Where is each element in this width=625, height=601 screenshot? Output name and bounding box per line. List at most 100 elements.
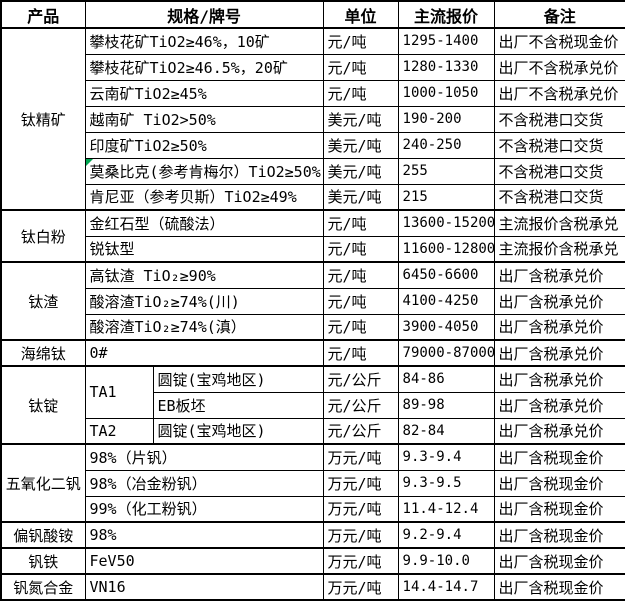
price-cell: 3900-4050 (397, 313, 495, 341)
table-row: 锐钛型 元/吨 11600-12800 主流报价含税承兑 (1, 235, 625, 263)
unit-cell: 美元/吨 (322, 131, 399, 159)
spec-cell: 莫桑比克(参考肯梅尔）TiO2≥50% (84, 157, 324, 185)
note-cell: 出厂含税现金价 (493, 469, 625, 497)
table-row: 莫桑比克(参考肯梅尔）TiO2≥50% 美元/吨 255 不含税港口交货 (1, 157, 625, 185)
product-cell: 钛渣 (0, 261, 86, 341)
note-cell: 不含税港口交货 (493, 131, 625, 159)
price-cell: 79000-87000 (397, 339, 495, 367)
spec-cell: 0# (84, 339, 324, 367)
unit-cell: 元/吨 (322, 209, 399, 237)
spec-cell: 高钛渣 TiO₂≥90% (84, 261, 324, 289)
price-cell: 6450-6600 (397, 261, 495, 289)
price-cell: 11600-12800 (397, 235, 495, 263)
spec-cell: 攀枝花矿TiO2≥46%，10矿 (84, 27, 324, 55)
table-row: 酸溶渣TiO₂≥74%(川) 元/吨 4100-4250 出厂含税承兑价 (1, 287, 625, 315)
note-cell: 主流报价含税承兑 (493, 209, 625, 237)
table-row: 越南矿 TiO2>50% 美元/吨 190-200 不含税港口交货 (1, 105, 625, 133)
product-cell: 钒氮合金 (0, 573, 86, 601)
unit-cell: 元/吨 (322, 235, 399, 263)
spec-cell: 98%（冶金粉钒） (84, 469, 324, 497)
note-cell: 不含税港口交货 (493, 183, 625, 211)
spec-cell: 攀枝花矿TiO2≥46.5%，20矿 (84, 53, 324, 81)
table-row: 肯尼亚（参考贝斯）TiO2≥49% 美元/吨 215 不含税港口交货 (1, 183, 625, 211)
spec-cell: 云南矿TiO2≥45% (84, 79, 324, 107)
table-row: 海绵钛 0# 元/吨 79000-87000 出厂含税承兑价 (0, 339, 625, 367)
note-cell: 出厂含税现金价 (493, 521, 625, 549)
unit-cell: 元/吨 (322, 27, 399, 55)
table-row: 钛精矿 攀枝花矿TiO2≥46%，10矿 元/吨 1295-1400 出厂不含税… (0, 27, 625, 211)
price-cell: 255 (397, 157, 495, 185)
price-cell: 9.2-9.4 (397, 521, 495, 549)
unit-cell: 万元/吨 (322, 547, 399, 575)
table-row: 五氧化二钒 98%（片钒） 万元/吨 9.3-9.4 出厂含税现金价 (0, 443, 625, 523)
table-row: 钒氮合金 VN16 万元/吨 14.4-14.7 出厂含税现金价 (0, 573, 625, 601)
product-cell: 海绵钛 (0, 339, 86, 367)
price-cell: 9.9-10.0 (397, 547, 495, 575)
note-cell: 出厂含税现金价 (493, 495, 625, 523)
unit-cell: 元/吨 (322, 79, 399, 107)
table-row: 酸溶渣TiO₂≥74%(滇） 元/吨 3900-4050 出厂含税承兑价 (1, 313, 625, 341)
price-cell: 89-98 (397, 391, 495, 419)
price-cell: 9.3-9.4 (397, 443, 495, 471)
note-cell: 出厂含税现金价 (493, 547, 625, 575)
price-cell: 240-250 (397, 131, 495, 159)
note-cell: 出厂含税承兑价 (493, 391, 625, 419)
unit-cell: 元/吨 (322, 313, 399, 341)
unit-cell: 元/吨 (322, 287, 399, 315)
note-cell: 出厂含税承兑价 (493, 261, 625, 289)
price-cell: 1280-1330 (397, 53, 495, 81)
price-cell: 9.3-9.5 (397, 469, 495, 497)
note-cell: 主流报价含税承兑 (493, 235, 625, 263)
spec-cell: 锐钛型 (84, 235, 324, 263)
col-header-unit: 单位 (322, 0, 399, 29)
note-cell: 出厂含税现金价 (493, 573, 625, 601)
table-row: 99%（化工粉钒） 万元/吨 11.4-12.4 出厂含税现金价 (1, 495, 625, 523)
note-cell: 出厂含税承兑价 (493, 339, 625, 367)
spec-cell: EB板坯 (152, 391, 324, 419)
unit-cell: 万元/吨 (322, 469, 399, 497)
note-cell: 出厂含税承兑价 (493, 313, 625, 341)
note-cell: 出厂不含税承兑价 (493, 79, 625, 107)
product-cell: 钛精矿 (0, 27, 86, 211)
table-row: 钛锭 TA1 圆锭(宝鸡地区) 元/公斤 84-86 出厂含税承兑价 (0, 365, 625, 445)
spec-cell: 肯尼亚（参考贝斯）TiO2≥49% (84, 183, 324, 211)
table-row: EB板坯 元/公斤 89-98 出厂含税承兑价 (1, 391, 625, 419)
col-header-note: 备注 (493, 0, 625, 29)
unit-cell: 元/公斤 (322, 365, 399, 393)
unit-cell: 万元/吨 (322, 521, 399, 549)
table-row: 钛白粉 金红石型（硫酸法） 元/吨 13600-15200 主流报价含税承兑 (0, 209, 625, 263)
product-cell: 钛锭 (0, 365, 86, 445)
note-cell: 出厂含税承兑价 (493, 417, 625, 445)
price-cell: 1295-1400 (397, 27, 495, 55)
note-cell: 出厂含税承兑价 (493, 365, 625, 393)
spec-cell: 圆锭(宝鸡地区) (152, 365, 324, 393)
grade-cell: TA2 (84, 417, 154, 445)
spec-cell: 圆锭(宝鸡地区) (152, 417, 324, 445)
note-cell: 出厂不含税承兑价 (493, 53, 625, 81)
spec-cell: 金红石型（硫酸法） (84, 209, 324, 237)
spec-cell: FeV50 (84, 547, 324, 575)
price-cell: 84-86 (397, 365, 495, 393)
col-header-price: 主流报价 (397, 0, 495, 29)
price-cell: 1000-1050 (397, 79, 495, 107)
spec-cell: 越南矿 TiO2>50% (84, 105, 324, 133)
product-cell: 钛白粉 (0, 209, 86, 263)
table-row: 98%（冶金粉钒） 万元/吨 9.3-9.5 出厂含税现金价 (1, 469, 625, 497)
table-row: TA2 圆锭(宝鸡地区) 元/公斤 82-84 出厂含税承兑价 (1, 417, 625, 445)
unit-cell: 元/吨 (322, 339, 399, 367)
header-row: 产品 规格/牌号 单位 主流报价 备注 (0, 0, 625, 29)
table-row: 偏钒酸铵 98% 万元/吨 9.2-9.4 出厂含税现金价 (0, 521, 625, 549)
table-row: 云南矿TiO2≥45% 元/吨 1000-1050 出厂不含税承兑价 (1, 79, 625, 107)
unit-cell: 万元/吨 (322, 573, 399, 601)
price-cell: 14.4-14.7 (397, 573, 495, 601)
price-cell: 13600-15200 (397, 209, 495, 237)
unit-cell: 元/公斤 (322, 391, 399, 419)
table-row: 印度矿TiO2≥50% 美元/吨 240-250 不含税港口交货 (1, 131, 625, 159)
unit-cell: 美元/吨 (322, 105, 399, 133)
table-row: 钛渣 高钛渣 TiO₂≥90% 元/吨 6450-6600 出厂含税承兑价 (0, 261, 625, 341)
table-row: 攀枝花矿TiO2≥46.5%，20矿 元/吨 1280-1330 出厂不含税承兑… (1, 53, 625, 81)
spec-cell: 99%（化工粉钒） (84, 495, 324, 523)
spec-cell: 98% (84, 521, 324, 549)
price-cell: 4100-4250 (397, 287, 495, 315)
